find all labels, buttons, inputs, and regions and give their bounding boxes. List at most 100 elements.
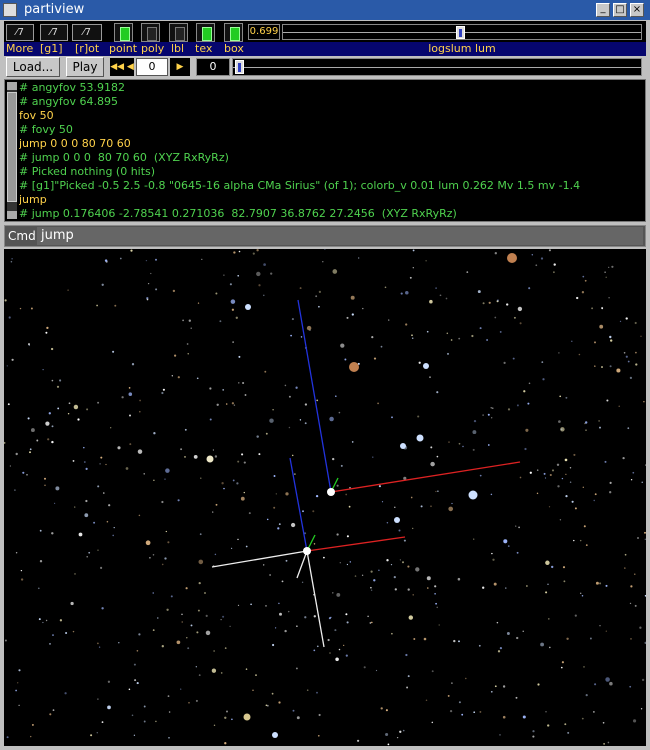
star (426, 330, 429, 333)
star (97, 485, 100, 488)
star (296, 625, 298, 627)
star (367, 615, 369, 618)
window-icon[interactable] (3, 3, 17, 17)
star (74, 573, 76, 575)
star (177, 499, 180, 502)
star (378, 569, 380, 571)
star (190, 327, 192, 329)
star (31, 723, 34, 726)
star (181, 621, 183, 623)
star (284, 384, 287, 387)
star (593, 711, 595, 713)
star (601, 306, 604, 309)
star (479, 710, 482, 713)
star (136, 682, 139, 685)
toolbar-label: lbl (171, 42, 185, 55)
star (385, 732, 389, 737)
star (252, 252, 255, 255)
star (278, 602, 280, 605)
star (45, 421, 50, 426)
minimize-button[interactable]: _ (596, 3, 610, 17)
star (430, 446, 433, 449)
star (27, 417, 30, 420)
star (137, 449, 143, 454)
toggle-button[interactable] (196, 23, 215, 42)
star (625, 317, 628, 320)
star (629, 602, 632, 605)
star (545, 591, 548, 594)
star (83, 446, 85, 449)
star (278, 701, 281, 704)
star (336, 484, 339, 487)
star (345, 654, 348, 657)
star (112, 350, 115, 353)
star (258, 284, 261, 287)
time-field[interactable]: 0 (196, 58, 230, 76)
star (212, 511, 214, 513)
step-forward-buttons[interactable]: ▶ ▶▶ (170, 58, 190, 90)
play-button[interactable]: Play (66, 57, 104, 77)
star (599, 625, 601, 627)
star (370, 586, 372, 589)
star (630, 638, 632, 640)
star (584, 421, 588, 424)
star (274, 627, 277, 629)
menu-button[interactable]: ⁄7 (6, 24, 34, 41)
menu-button[interactable]: ⁄7 (72, 24, 102, 41)
star (472, 430, 477, 435)
star (447, 694, 450, 697)
star (238, 250, 241, 253)
star (30, 735, 32, 738)
star (153, 432, 156, 435)
star (490, 407, 492, 409)
star (624, 553, 627, 556)
star (168, 711, 171, 713)
star (526, 585, 528, 587)
star (503, 361, 506, 365)
star (541, 361, 544, 363)
star (623, 351, 626, 354)
star (434, 593, 436, 595)
slider-value[interactable]: 0.699 (248, 24, 280, 40)
lum-slider[interactable] (282, 24, 642, 40)
star (563, 580, 566, 583)
star (604, 460, 607, 463)
time-slider[interactable] (232, 58, 642, 76)
star (531, 254, 534, 256)
star (291, 318, 294, 321)
star (295, 386, 298, 389)
frame-field[interactable]: 0 (136, 58, 168, 76)
star (205, 614, 208, 617)
star-viewport[interactable] (4, 249, 646, 746)
menu-button[interactable]: ⁄7 (40, 24, 68, 41)
maximize-button[interactable]: □ (613, 3, 627, 17)
star (107, 705, 111, 710)
star (133, 663, 136, 666)
star (72, 459, 75, 462)
console-scrollbar[interactable] (7, 82, 17, 219)
toggle-button[interactable] (141, 23, 160, 42)
star (457, 577, 461, 581)
load-button[interactable]: Load... (6, 57, 60, 77)
star (133, 734, 136, 736)
toggle-button[interactable] (114, 23, 133, 42)
star (599, 582, 602, 585)
star (357, 362, 360, 365)
toggle-button[interactable] (224, 23, 243, 42)
star (451, 682, 453, 684)
star (429, 299, 433, 304)
slider-thumb[interactable] (456, 26, 465, 39)
star (486, 339, 489, 341)
console: # angyfov 53.9182 # angyfov 64.895 fov 50 #… (4, 79, 646, 222)
close-button[interactable]: × (630, 3, 644, 17)
star (561, 477, 564, 480)
star (188, 319, 191, 322)
star (405, 290, 409, 295)
step-back-buttons[interactable]: ◀◀ ◀ (110, 58, 134, 76)
command-input[interactable]: jump (37, 227, 643, 245)
time-thumb[interactable] (235, 60, 244, 74)
star (370, 570, 373, 573)
star (155, 258, 157, 261)
star (396, 736, 399, 739)
toggle-button[interactable] (169, 23, 188, 42)
